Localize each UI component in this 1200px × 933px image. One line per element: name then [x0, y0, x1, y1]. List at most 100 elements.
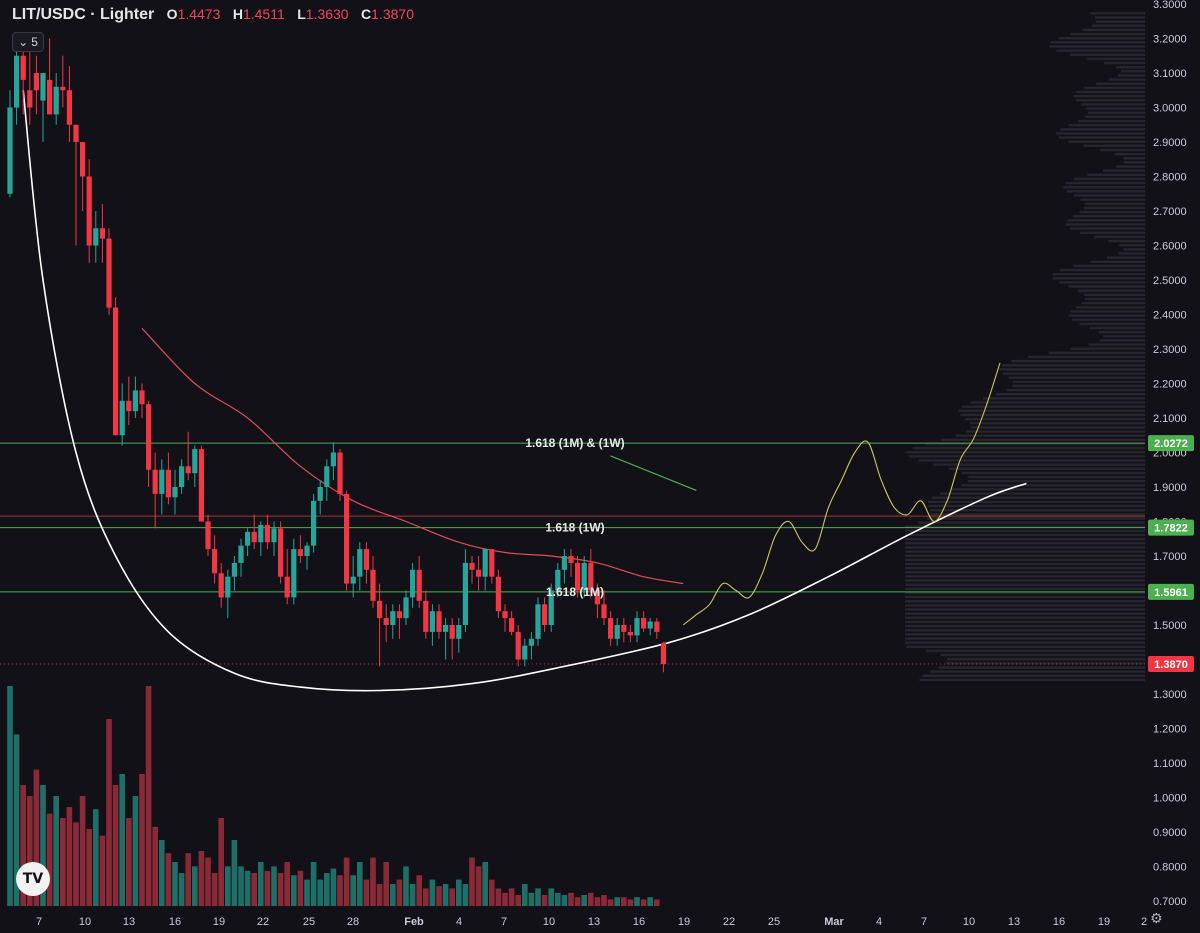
volume-profile-bar [945, 662, 1145, 665]
volume-profile-bar [905, 529, 1145, 533]
candle-body [225, 576, 231, 598]
volume-profile-bar [969, 422, 1145, 425]
volume-profile-bar [905, 566, 1145, 570]
interval-button[interactable]: ⌄ 5 [12, 32, 44, 52]
volume-bar [145, 686, 152, 906]
candle [113, 297, 119, 436]
volume-profile-bar [1080, 231, 1145, 234]
candle [403, 590, 409, 625]
volume-bar [284, 862, 290, 906]
volume-bar [363, 879, 370, 906]
volume-profile-bar [1058, 136, 1145, 139]
candle-body [113, 307, 119, 436]
volume-bar [7, 686, 13, 906]
volume-profile-bar [1080, 198, 1145, 201]
volume-profile-bar [905, 533, 1145, 537]
candle-body [165, 469, 171, 498]
candle-body [317, 487, 323, 501]
candle [205, 514, 211, 556]
candle [132, 376, 138, 418]
volume-profile-bar [1104, 61, 1145, 65]
price-tick-label: 3.1000 [1153, 68, 1187, 80]
candle [601, 590, 607, 625]
time-tick-label: 4 [456, 916, 462, 928]
volume-bar [310, 862, 317, 906]
candle [245, 528, 251, 556]
volume-profile-bar [931, 496, 1145, 499]
candle [212, 535, 218, 584]
candle-body [588, 562, 594, 591]
volume-bar [654, 899, 660, 906]
candle [515, 625, 521, 667]
candle [66, 66, 72, 142]
time-tick-label: 25 [768, 916, 780, 928]
candle [86, 159, 92, 263]
candle [152, 452, 158, 529]
candle [47, 38, 53, 115]
candle-body [476, 569, 482, 577]
candle-body [443, 625, 449, 632]
volume-profile-bar [1118, 252, 1145, 255]
candle [126, 376, 132, 425]
volume-profile-bar [1012, 380, 1145, 384]
volume-profile-bar [905, 550, 1145, 553]
volume-profile-bar [1084, 206, 1145, 210]
volume-profile-bar [1075, 99, 1145, 102]
volume-bar [436, 886, 442, 906]
volume-profile-bar [905, 595, 1145, 599]
candle-body [634, 618, 640, 636]
volume-bar [324, 873, 330, 906]
candle-body [99, 228, 105, 239]
volume-bar [33, 769, 40, 906]
candle [7, 90, 13, 198]
candle-body [542, 604, 548, 625]
volume-profile-bar [1087, 111, 1145, 114]
candle-body [218, 573, 224, 598]
volume-profile-bar [929, 670, 1145, 673]
candle [568, 549, 574, 577]
price-tick-label: 1.7000 [1153, 551, 1187, 563]
candle-body [344, 493, 350, 584]
candle-body [561, 556, 567, 570]
volume-profile-bar [1068, 314, 1145, 317]
candle-body [462, 562, 468, 625]
candle-body [482, 549, 488, 577]
candle-body [647, 621, 653, 629]
time-tick-label: 16 [1053, 916, 1065, 928]
candle-body [330, 452, 336, 467]
candle [14, 38, 20, 125]
time-tick-label: 22 [257, 916, 269, 928]
volume-profile-bar [1089, 326, 1145, 330]
volume-profile-bar [1083, 144, 1145, 148]
candle-body [601, 604, 607, 619]
candle [621, 618, 627, 643]
volume-profile-bar [927, 517, 1145, 520]
volume-bar [251, 873, 257, 906]
volume-bar [376, 884, 383, 906]
volume-profile-bar [1027, 355, 1145, 359]
volume-bar [198, 851, 205, 906]
candle-body [429, 611, 435, 632]
volume-profile-bar [928, 500, 1145, 504]
volume-bar [601, 895, 607, 906]
candle-body [449, 625, 455, 639]
candle-body [495, 576, 501, 612]
volume-profile-bar [905, 616, 1145, 619]
candle [410, 562, 416, 608]
candle [172, 469, 178, 515]
volume-profile-bar [1081, 103, 1145, 106]
volume-bar [350, 875, 356, 906]
volume-profile-bar [905, 587, 1145, 591]
volume-bar [225, 866, 231, 906]
settings-gear-icon[interactable]: ⚙ [1150, 910, 1163, 926]
price-label-text: 1.3870 [1154, 659, 1188, 671]
volume-profile-bar [905, 546, 1145, 549]
price-tick-label: 3.0000 [1153, 103, 1187, 115]
tradingview-logo-icon[interactable]: TV [16, 862, 50, 896]
volume-bar [291, 875, 297, 906]
volume-profile-bar [905, 600, 1145, 603]
candle-body [159, 469, 165, 494]
price-tick-label: 2.2000 [1153, 379, 1187, 391]
price-label-box [1148, 519, 1194, 536]
